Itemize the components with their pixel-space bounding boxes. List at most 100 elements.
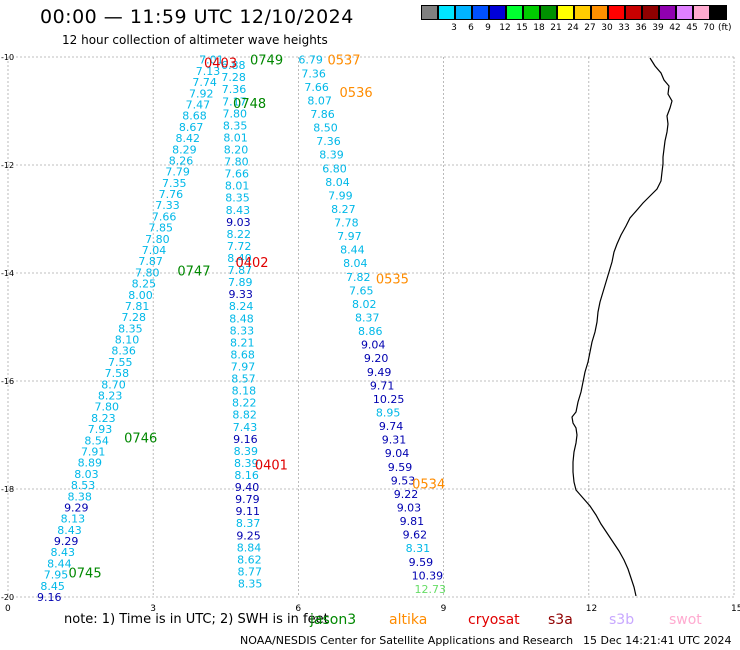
lon-tick-label: 15 bbox=[731, 604, 740, 614]
wave-height-value: 8.27 bbox=[331, 203, 356, 216]
legend-label: 70 bbox=[703, 23, 715, 33]
wave-height-value: 7.76 bbox=[159, 188, 184, 201]
legend-swatch bbox=[455, 5, 472, 20]
legend-swatch bbox=[506, 5, 523, 20]
wave-height-value: 6.80 bbox=[322, 162, 347, 175]
legend-swatch bbox=[523, 5, 540, 20]
footer-notes: note: 1) Time is in UTC; 2) SWH is in fe… bbox=[64, 612, 329, 627]
legend-label: 12 bbox=[499, 23, 511, 33]
wave-height-value: 10.25 bbox=[373, 393, 405, 406]
wave-height-value: 9.29 bbox=[54, 535, 78, 548]
legend-swatch bbox=[574, 5, 591, 20]
satellite-name: altika bbox=[389, 612, 428, 628]
wave-height-value: 8.04 bbox=[343, 257, 368, 270]
wave-height-value: 7.78 bbox=[334, 217, 359, 230]
legend-swatch bbox=[608, 5, 625, 20]
wave-height-value: 7.47 bbox=[186, 98, 211, 111]
wave-height-value: 7.36 bbox=[222, 83, 247, 96]
legend-swatch bbox=[557, 5, 574, 20]
track-time-label: 0534 bbox=[412, 478, 445, 493]
lat-tick-label: -12 bbox=[1, 161, 14, 170]
wave-height-value: 7.92 bbox=[189, 87, 214, 100]
wave-height-value: 8.39 bbox=[234, 457, 258, 470]
legend-label: 30 bbox=[601, 23, 613, 33]
wave-height-value: 8.13 bbox=[61, 513, 86, 526]
wave-height-value: 7.80 bbox=[94, 401, 119, 414]
wave-height-value: 9.22 bbox=[394, 488, 419, 501]
wave-height-value: 7.36 bbox=[316, 135, 341, 148]
track-time-labels: 0403 0749 0537 0536 0748 0402 0747 0535 0746 0401… bbox=[69, 54, 446, 582]
legend-label: 45 bbox=[686, 23, 698, 33]
legend-label: 3 bbox=[451, 23, 457, 33]
wave-height-value: 9.62 bbox=[403, 529, 428, 542]
wave-height-value: 8.54 bbox=[84, 434, 109, 447]
coastline bbox=[571, 57, 673, 597]
legend-label: 15 bbox=[516, 23, 528, 33]
wave-height-value: 9.25 bbox=[236, 529, 261, 542]
wave-height-value: 8.39 bbox=[234, 445, 259, 458]
wave-height-value: 7.36 bbox=[301, 67, 326, 80]
wave-height-value: 7.80 bbox=[145, 233, 170, 246]
wave-height-value: 8.77 bbox=[238, 565, 263, 578]
lon-tick-label: 9 bbox=[441, 604, 447, 614]
wave-height-value: 7.13 bbox=[196, 65, 221, 78]
legend-swatch bbox=[642, 5, 659, 20]
wave-height-value: 8.44 bbox=[47, 557, 72, 570]
credit-text: NOAA/NESDIS Center for Satellite Applica… bbox=[240, 634, 574, 647]
wave-height-value: 9.81 bbox=[400, 515, 425, 528]
wave-height-value: 7.80 bbox=[224, 156, 249, 169]
wave-height-value: 8.38 bbox=[67, 490, 92, 503]
lon-tick-label: 0 bbox=[5, 604, 11, 614]
wave-height-value: 8.35 bbox=[223, 119, 248, 132]
wave-height-value: 7.43 bbox=[233, 421, 258, 434]
wave-height-value: 7.28 bbox=[121, 311, 146, 324]
lon-tick-label: 6 bbox=[295, 604, 301, 614]
wave-height-value: 8.48 bbox=[229, 312, 254, 325]
lat-tick-label: -20 bbox=[1, 593, 14, 602]
legend-label: 36 bbox=[635, 23, 647, 33]
wave-height-value: 8.95 bbox=[376, 407, 401, 420]
wave-height-value: 8.23 bbox=[91, 412, 116, 425]
wave-height-value: 7.97 bbox=[231, 360, 256, 373]
wave-height-value: 8.20 bbox=[224, 143, 249, 156]
wave-height-value: 9.03 bbox=[397, 501, 422, 514]
wave-height-value: 7.04 bbox=[142, 244, 167, 257]
generated-timestamp: 15 Dec 14:21:41 UTC 2024 bbox=[583, 634, 732, 647]
satellite-name: s3a bbox=[548, 612, 573, 628]
map-grid bbox=[7, 56, 735, 598]
wave-height-value: 9.16 bbox=[37, 591, 62, 604]
wave-height-value: 10.39 bbox=[412, 569, 444, 582]
legend-label: 21 bbox=[550, 23, 562, 33]
legend-swatch bbox=[540, 5, 557, 20]
wave-height-value: 8.18 bbox=[232, 385, 257, 398]
wave-height-value: 8.21 bbox=[230, 336, 255, 349]
track-time-label: 0401 bbox=[255, 459, 288, 474]
wave-height-value: 8.35 bbox=[238, 578, 263, 591]
map-title: 00:00 — 11:59 UTC 12/10/2024 bbox=[40, 6, 354, 28]
wave-height-value: 9.31 bbox=[382, 434, 407, 447]
legend-swatch bbox=[472, 5, 489, 20]
track-time-label: 0747 bbox=[177, 264, 210, 279]
wave-height-value: 8.44 bbox=[340, 244, 365, 257]
wave-height-value: 8.00 bbox=[128, 289, 153, 302]
wave-height-value: 8.50 bbox=[313, 122, 338, 135]
wave-height-value: 9.49 bbox=[367, 366, 392, 379]
wave-height-value: 8.57 bbox=[231, 373, 256, 386]
wave-height-value: 8.89 bbox=[78, 457, 103, 470]
wave-height-value: 9.03 bbox=[226, 216, 251, 229]
wave-height-value: 7.72 bbox=[227, 240, 252, 253]
legend-swatch bbox=[676, 5, 693, 20]
lat-tick-label: -18 bbox=[1, 485, 14, 494]
legend-label: 33 bbox=[618, 23, 630, 33]
track-time-label: 0402 bbox=[235, 256, 268, 271]
wave-height-value: 8.03 bbox=[74, 468, 99, 481]
track-time-label: 0403 bbox=[204, 56, 237, 71]
wave-height-value: 9.40 bbox=[235, 481, 259, 494]
wave-height-value: 9.74 bbox=[379, 420, 404, 433]
wave-height-value: 7.55 bbox=[108, 356, 133, 369]
track-time-label: 0746 bbox=[124, 432, 157, 447]
wave-height-value: 8.67 bbox=[179, 121, 204, 134]
track-time-label: 0749 bbox=[250, 54, 283, 69]
wave-height-value: 9.59 bbox=[388, 461, 413, 474]
